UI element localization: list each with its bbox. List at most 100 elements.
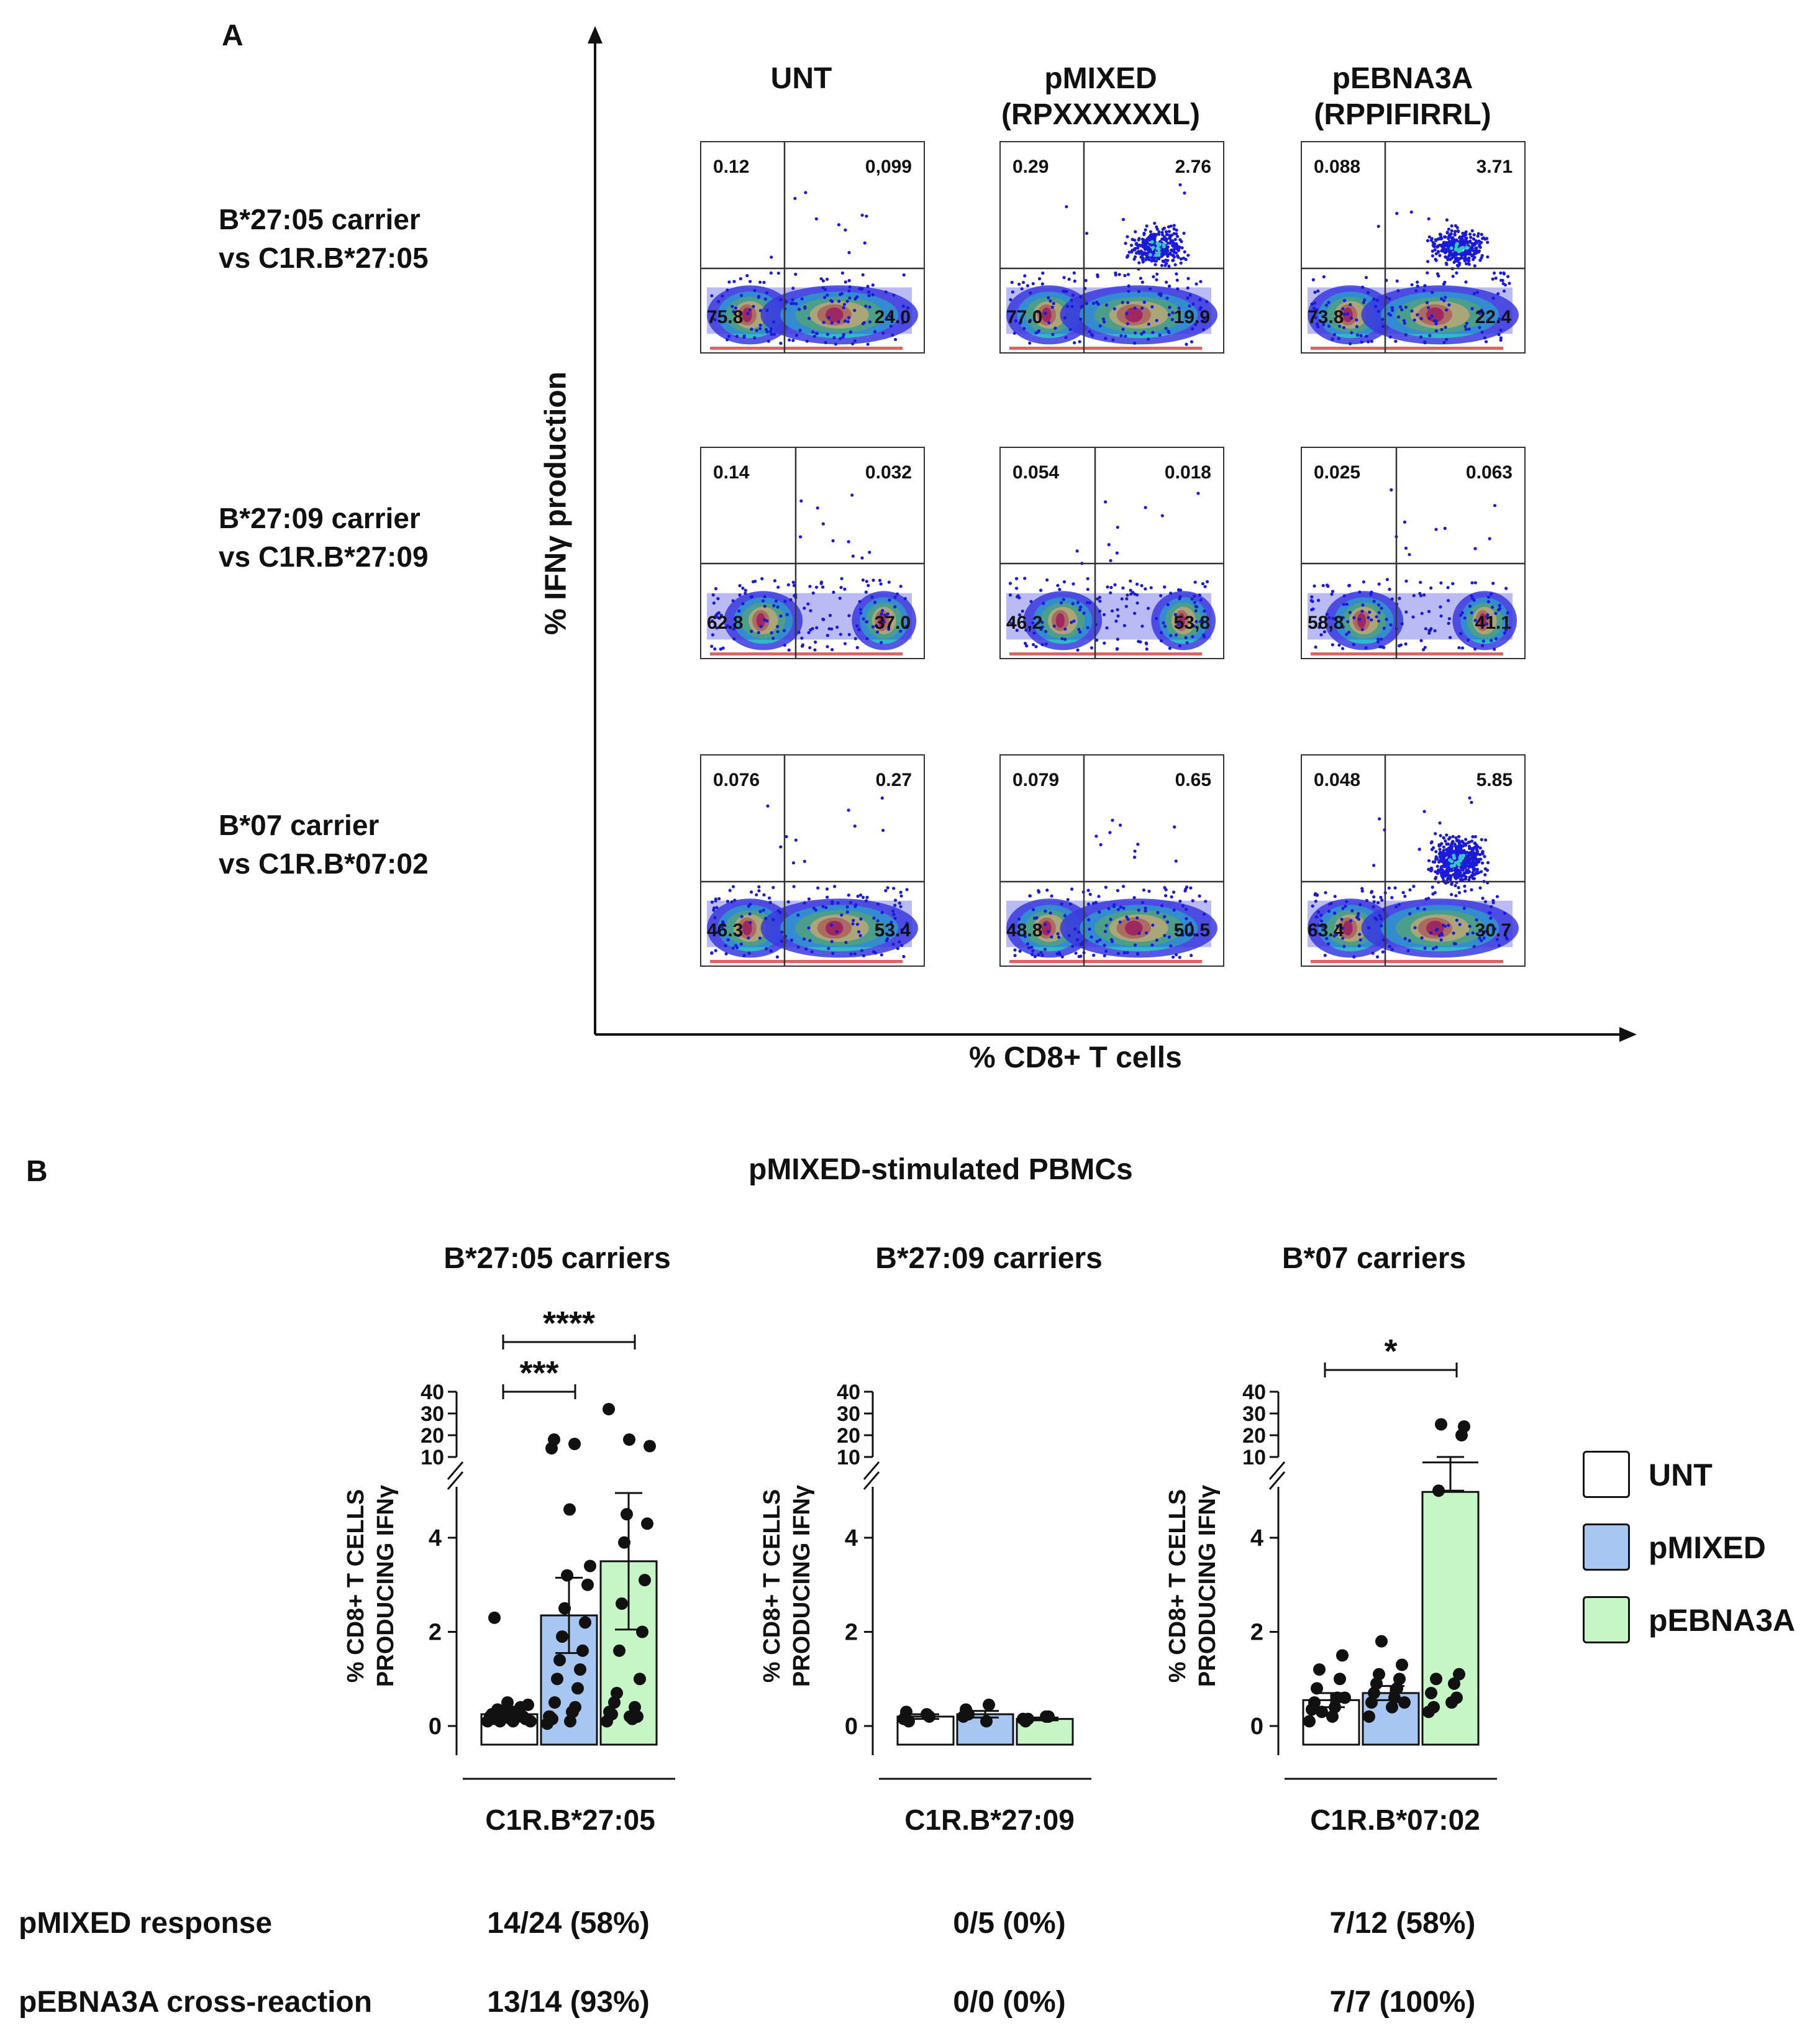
data-point xyxy=(548,1696,561,1709)
quadrant-upper-right: 0.063 xyxy=(1466,462,1513,483)
quadrant-lower-right: 53,8 xyxy=(1174,613,1210,633)
data-point xyxy=(561,1569,573,1582)
y-axis-label: % CD8+ T CELLS PRODUCING IFNγ xyxy=(1165,1485,1221,1687)
data-point xyxy=(486,1708,498,1721)
quadrant-upper-right: 0.032 xyxy=(865,462,912,483)
data-point xyxy=(488,1611,501,1624)
stat-pmixed-b07: 7/12 (58%) xyxy=(1329,1907,1476,1940)
quadrant-upper-left: 0.076 xyxy=(713,770,760,790)
data-point xyxy=(509,1710,521,1723)
data-point xyxy=(608,1696,621,1709)
quadrant-lower-left: 73.8 xyxy=(1308,307,1344,327)
stat-cross-b2705: 13/14 (93%) xyxy=(487,1986,650,2019)
row-header-b2705: B*27:05 carrier vs C1R.B*27:05 xyxy=(219,203,429,274)
data-point xyxy=(1398,1696,1411,1709)
data-point xyxy=(1450,1691,1463,1704)
quadrant-lower-right: 30.7 xyxy=(1475,920,1511,941)
panel-a-axes xyxy=(588,26,1637,1042)
data-point xyxy=(551,1673,563,1686)
data-point xyxy=(1370,1677,1383,1690)
data-point xyxy=(579,1616,591,1629)
axis-break-mark xyxy=(447,1461,464,1480)
data-point xyxy=(923,1710,935,1723)
flow-plot: 0.054 0.018 46,2 53,8 xyxy=(999,447,1224,659)
flow-events xyxy=(707,796,918,963)
data-point xyxy=(524,1715,537,1728)
legend-swatch-unt xyxy=(1583,1451,1630,1498)
flow-plot: 0.088 3.71 73.8 22.4 xyxy=(1301,141,1526,354)
significance-label: **** xyxy=(543,1305,595,1342)
quadrant-lower-right: 53.4 xyxy=(875,920,911,941)
y-tick-label: 2 xyxy=(429,1620,442,1646)
quadrant-upper-left: 0.054 xyxy=(1012,462,1059,483)
y-tick-label: 30 xyxy=(1242,1402,1266,1426)
legend-swatch-pebna3a xyxy=(1583,1596,1630,1643)
y-tick-label: 40 xyxy=(421,1381,444,1404)
legend-swatch-pmixed xyxy=(1583,1523,1630,1571)
flow-events xyxy=(1308,488,1517,655)
data-point xyxy=(613,1644,626,1657)
data-point xyxy=(983,1698,995,1711)
y-tick-label: 10 xyxy=(1242,1446,1266,1469)
legend-label-pmixed: pMIXED xyxy=(1649,1530,1766,1565)
data-point xyxy=(962,1708,975,1721)
stat-label-pebna3a-cross: pEBNA3A cross-reaction xyxy=(19,1986,373,2019)
quadrant-lower-left: 77.0 xyxy=(1006,307,1042,327)
legend-label-pebna3a: pEBNA3A xyxy=(1649,1603,1796,1638)
panel-b-title: pMIXED-stimulated PBMCs xyxy=(748,1153,1133,1186)
row-header-b2709: B*27:09 carrier vs C1R.B*27:09 xyxy=(219,502,429,573)
quadrant-upper-left: 0.12 xyxy=(713,157,749,177)
data-point xyxy=(1386,1701,1398,1714)
data-point xyxy=(566,1705,578,1719)
axis-break-mark xyxy=(863,1471,880,1490)
flow-events xyxy=(707,191,918,350)
quadrant-lower-left: 48.8 xyxy=(1006,920,1042,941)
data-point xyxy=(644,1440,656,1453)
data-point xyxy=(1373,1668,1385,1681)
xcat-c1r-b2709: C1R.B*27:09 xyxy=(904,1804,1075,1836)
data-point xyxy=(1336,1649,1349,1662)
data-point xyxy=(1430,1673,1442,1686)
flow-plots: 0.12 0,099 75.8 24.0 0.29 2.76 77.0 19.9 0.088 3.… xyxy=(700,141,1526,967)
data-point xyxy=(623,1433,635,1446)
y-tick-label: 4 xyxy=(429,1525,442,1551)
flow-events xyxy=(1006,818,1217,963)
quadrant-upper-right: 5.85 xyxy=(1476,770,1513,790)
xcat-c1r-b2705: C1R.B*27:05 xyxy=(485,1804,655,1836)
data-point xyxy=(1308,1696,1321,1709)
data-point xyxy=(634,1673,646,1686)
data-point xyxy=(1388,1691,1401,1704)
flow-plot: 0.12 0,099 75.8 24.0 xyxy=(700,141,925,354)
quadrant-upper-right: 0.65 xyxy=(1175,770,1211,790)
data-point xyxy=(641,1517,653,1530)
data-point xyxy=(631,1710,644,1723)
data-point xyxy=(980,1715,993,1728)
column-header-unt: UNT xyxy=(770,62,832,95)
significance-label: *** xyxy=(519,1354,558,1392)
quadrant-upper-right: 0.27 xyxy=(876,770,912,790)
flow-events xyxy=(1006,183,1217,350)
data-point xyxy=(501,1696,514,1709)
data-point xyxy=(1365,1696,1378,1709)
data-point xyxy=(1313,1663,1326,1676)
data-point xyxy=(1453,1668,1465,1681)
quadrant-upper-left: 0.14 xyxy=(713,462,750,483)
y-tick-label: 20 xyxy=(1242,1424,1266,1448)
data-point xyxy=(553,1653,566,1666)
data-point xyxy=(606,1708,618,1721)
data-point xyxy=(1432,1484,1445,1497)
stat-label-pmixed-response: pMIXED response xyxy=(19,1907,273,1940)
data-point xyxy=(1427,1701,1440,1714)
data-point xyxy=(568,1438,581,1450)
flow-plot: 0.025 0.063 58,8 41.1 xyxy=(1301,447,1526,659)
data-point xyxy=(564,1715,576,1728)
y-tick-label: 10 xyxy=(837,1446,860,1469)
flow-plot: 0.079 0.65 48.8 50.5 xyxy=(999,754,1224,967)
y-tick-label: 40 xyxy=(1242,1381,1266,1404)
y-tick-label: 0 xyxy=(1250,1714,1263,1740)
data-point xyxy=(574,1663,586,1676)
data-point xyxy=(584,1559,596,1573)
flow-events xyxy=(707,493,917,655)
